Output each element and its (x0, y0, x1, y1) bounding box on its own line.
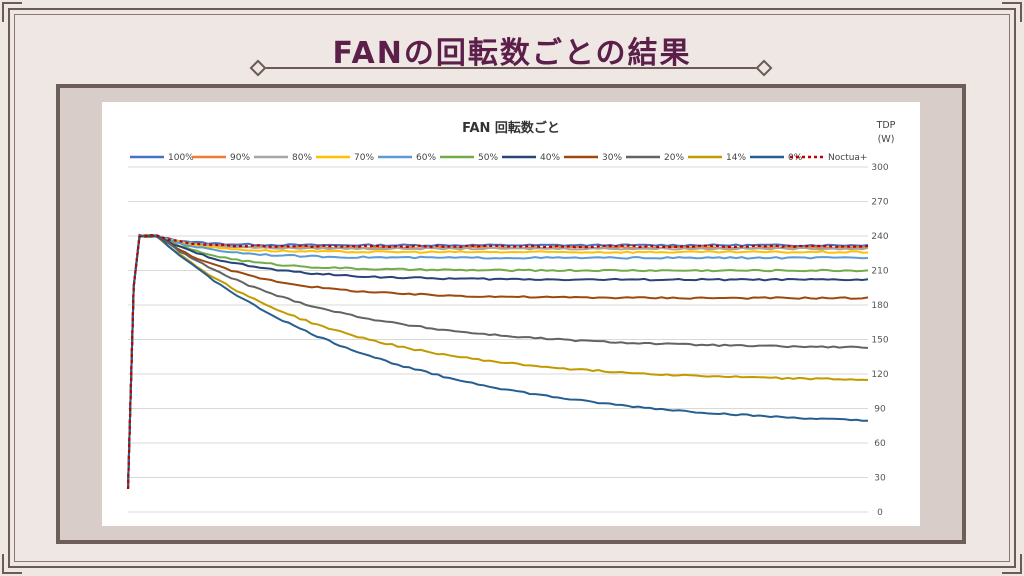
chart-legend: 100% 90% 80% 70% 60% 50% 40% 30% 20% 14% 0% Noctua+ (130, 153, 867, 163)
frame-corner-ornament (1002, 554, 1022, 574)
y-tick-label: 180 (871, 301, 888, 311)
legend-label: 14% (726, 153, 746, 163)
line-chart: FAN 回転数ごと TDP (W) 0 30 60 90 120 150 180 210 240… (126, 120, 896, 518)
y-axis-label-line-1: TDP (876, 120, 896, 131)
y-tick-label: 210 (871, 267, 888, 277)
slide-frame-inner (14, 14, 1010, 562)
y-tick-label: 150 (871, 336, 888, 346)
y-tick-label: 300 (871, 163, 888, 173)
legend-label: 0% (788, 153, 803, 163)
chart-card: FAN 回転数ごと TDP (W) 0 30 60 90 120 150 180 210 240… (102, 102, 920, 526)
title-underline (258, 67, 764, 69)
y-tick-label: 120 (871, 370, 888, 380)
y-axis-label-line-2: (W) (878, 134, 895, 145)
legend-label: 40% (540, 153, 560, 163)
y-tick-label: 90 (874, 405, 886, 415)
legend-label: 30% (602, 153, 622, 163)
series-line (127, 234, 869, 490)
series-line (127, 234, 869, 490)
series-line (126, 234, 869, 490)
legend-label: 20% (664, 153, 684, 163)
y-tick-label: 60 (874, 439, 886, 449)
legend-label: 80% (292, 153, 312, 163)
legend-label: 70% (354, 153, 374, 163)
series-lines (126, 233, 869, 490)
series-line (127, 234, 869, 490)
slide-frame-outer (8, 8, 1016, 568)
series-line (127, 234, 869, 490)
legend-label: 50% (478, 153, 498, 163)
legend-label: 60% (416, 153, 436, 163)
y-tick-label: 0 (877, 508, 883, 518)
series-line (127, 234, 868, 490)
frame-corner-ornament (2, 554, 22, 574)
y-tick-label: 240 (871, 232, 888, 242)
series-line (127, 234, 868, 490)
y-axis-ticks: 0 30 60 90 120 150 180 210 240 270 300 (871, 163, 888, 518)
legend-label: 90% (230, 153, 250, 163)
legend-label: Noctua+ (828, 153, 867, 163)
frame-corner-ornament (1002, 2, 1022, 22)
legend-label: 100% (168, 153, 194, 163)
series-line (127, 233, 869, 490)
y-tick-label: 270 (871, 198, 888, 208)
slide-title: FANの回転数ごとの結果 (332, 36, 692, 71)
series-line (127, 234, 869, 490)
y-tick-label: 30 (874, 474, 886, 484)
chart-title: FAN 回転数ごと (462, 120, 560, 136)
grid-lines (128, 166, 868, 513)
frame-corner-ornament (2, 2, 22, 22)
series-line (127, 233, 869, 490)
